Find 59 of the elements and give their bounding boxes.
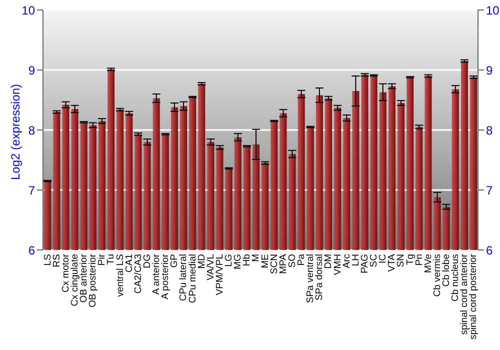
x-tick-label: Hb [242, 254, 253, 266]
x-tick-label: VMH [332, 254, 344, 276]
y-tick-label: 6 [28, 243, 36, 258]
x-tick-label: Pa [296, 253, 308, 266]
y-tick-label: 8 [28, 123, 36, 138]
x-tick-label: RS [51, 254, 62, 268]
x-tick-label: Cb vermis [432, 254, 443, 297]
y-tick-label: 10 [22, 3, 36, 18]
y2-tick-label: 7 [486, 183, 493, 198]
x-tick-label: ventral LS [114, 254, 126, 297]
y-tick-label: 7 [28, 183, 36, 198]
x-tick-label: ME [260, 254, 271, 268]
x-tick-label: MVe [422, 254, 434, 274]
x-tick-label: VTA [386, 253, 398, 272]
x-tick-label: GP [169, 254, 180, 268]
x-tick-label: LH [350, 254, 362, 266]
x-tick-label: CA2/CA3 [132, 254, 144, 294]
x-tick-label: PAG [359, 254, 370, 274]
x-tick-label: VA/VL [205, 254, 216, 280]
x-tick-label: A posterior [160, 254, 172, 300]
x-tick-label: Tu [106, 254, 117, 265]
x-tick-label: A anterior [151, 254, 162, 295]
x-tick-label: LS [42, 254, 54, 266]
x-tick-label: MG [232, 254, 244, 270]
x-tick-label: Cb nucleus [450, 254, 462, 302]
x-tick-label: Cx motor [60, 254, 72, 293]
x-tick-label: SC [368, 254, 380, 268]
x-tick-label: MPA [278, 253, 289, 274]
x-tick-label: CA1 [124, 254, 135, 272]
y-tick-label: 9 [28, 63, 36, 78]
x-tick-label: VPM/VPL [214, 254, 226, 296]
x-tick-label: SCN [268, 254, 280, 274]
y-axis-title: Log2 (expression) [8, 84, 22, 180]
x-tick-label: SO [286, 254, 298, 268]
x-tick-label: SPa ventral [305, 254, 316, 304]
x-tick-label: OB anterior [78, 254, 90, 303]
x-tick-label: SN [396, 254, 407, 268]
x-tick-label: M [250, 254, 262, 262]
x-tick-label: SPa dorsal [314, 254, 326, 300]
x-tick-label: Cb lobe [441, 254, 452, 287]
x-tick-label: Cx cingulate [69, 254, 80, 306]
x-tick-label: LG [224, 254, 235, 267]
x-tick-label: IC [378, 254, 389, 264]
x-tick-label: OB posterior [88, 254, 99, 308]
x-tick-label: DG [142, 254, 153, 268]
y2-tick-label: 9 [486, 63, 493, 78]
x-tick-label: Pn [414, 254, 425, 266]
x-tick-label: CPu lateral [178, 254, 190, 301]
y2-tick-label: 10 [486, 3, 500, 18]
x-tick-label: CPu medial [187, 254, 198, 304]
x-tick-label: spinal cord anterior [459, 254, 470, 335]
x-tick-label: Arc [341, 254, 352, 268]
y2-tick-label: 8 [486, 123, 493, 138]
x-tick-label: MD [196, 254, 208, 269]
x-tick-label: DM [323, 254, 334, 269]
x-tick-label: Pir [96, 254, 108, 266]
x-tick-label: spinal cord posterior [468, 254, 480, 340]
y2-tick-label: 6 [486, 243, 493, 258]
x-tick-label: Tg [404, 254, 416, 266]
